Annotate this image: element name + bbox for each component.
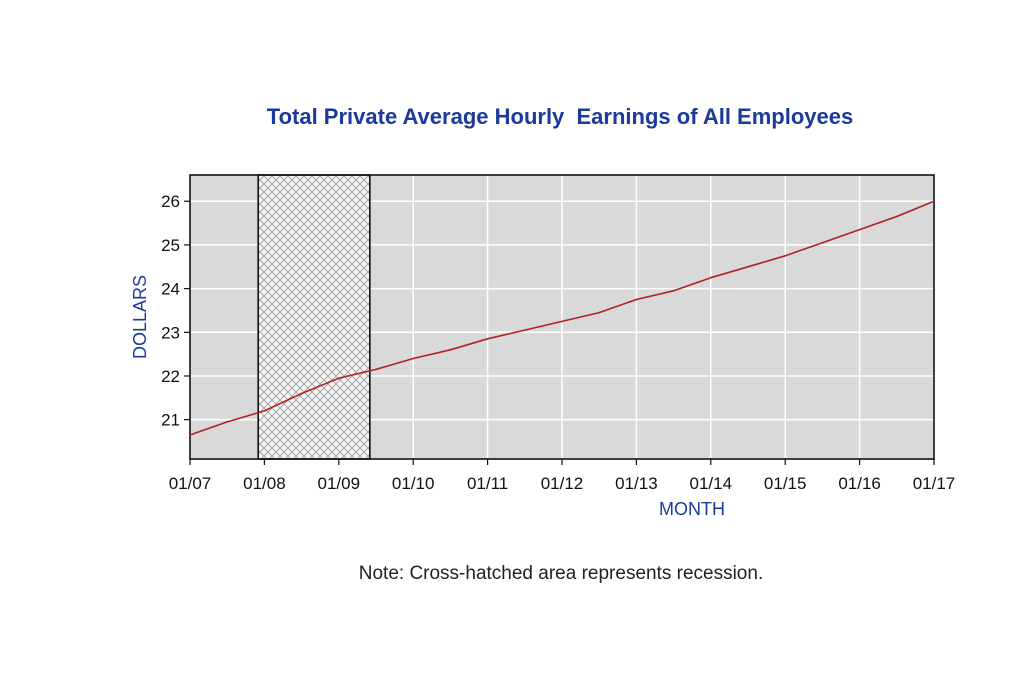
data-point: [895, 215, 898, 218]
y-tick-label: 22: [161, 367, 180, 386]
x-tick-label: 01/15: [764, 474, 807, 493]
chart-title: Total Private Average Hourly Earnings of…: [266, 104, 854, 129]
data-point: [486, 337, 489, 340]
x-tick-label: 01/11: [467, 474, 508, 493]
data-point: [300, 392, 303, 395]
data-point: [933, 200, 935, 203]
y-tick-label: 24: [161, 280, 180, 299]
data-point: [412, 357, 415, 360]
x-tick-label: 01/08: [243, 474, 286, 493]
x-tick-label: 01/13: [615, 474, 658, 493]
x-tick-label: 01/17: [913, 474, 956, 493]
data-point: [784, 254, 787, 257]
data-point: [598, 311, 601, 314]
y-tick-label: 26: [161, 192, 180, 211]
data-point: [821, 241, 824, 244]
x-tick-label: 01/09: [318, 474, 361, 493]
x-tick-label: 01/10: [392, 474, 435, 493]
y-tick-label: 21: [161, 411, 180, 430]
x-tick-label: 01/12: [541, 474, 584, 493]
data-point: [858, 228, 861, 231]
data-point: [523, 329, 526, 332]
data-point: [226, 420, 229, 423]
data-point: [263, 410, 266, 412]
data-point: [375, 368, 377, 371]
data-point: [747, 265, 749, 268]
data-point: [635, 298, 638, 301]
data-point: [337, 377, 340, 380]
recession-band: [257, 174, 371, 460]
chart-note: Note: Cross-hatched area represents rece…: [358, 563, 764, 584]
y-axis-title: DOLLARS: [130, 275, 150, 359]
x-tick-label: 01/07: [169, 474, 212, 493]
axis-ticks: 01/07 01/08 01/09 01/10 01/11 01/12 01/13 01/14…: [161, 192, 955, 493]
x-axis-title: MONTH: [659, 499, 725, 519]
data-point: [709, 276, 712, 279]
data-point: [449, 348, 452, 351]
data-point: [672, 289, 675, 292]
x-tick-label: 01/16: [838, 474, 881, 493]
data-point: [189, 434, 191, 436]
x-tick-label: 01/14: [690, 474, 733, 493]
data-point: [561, 320, 563, 323]
recession-band-group: [257, 174, 371, 460]
series-group: [189, 200, 935, 436]
y-tick-label: 25: [161, 236, 180, 255]
y-tick-label: 23: [161, 323, 180, 342]
